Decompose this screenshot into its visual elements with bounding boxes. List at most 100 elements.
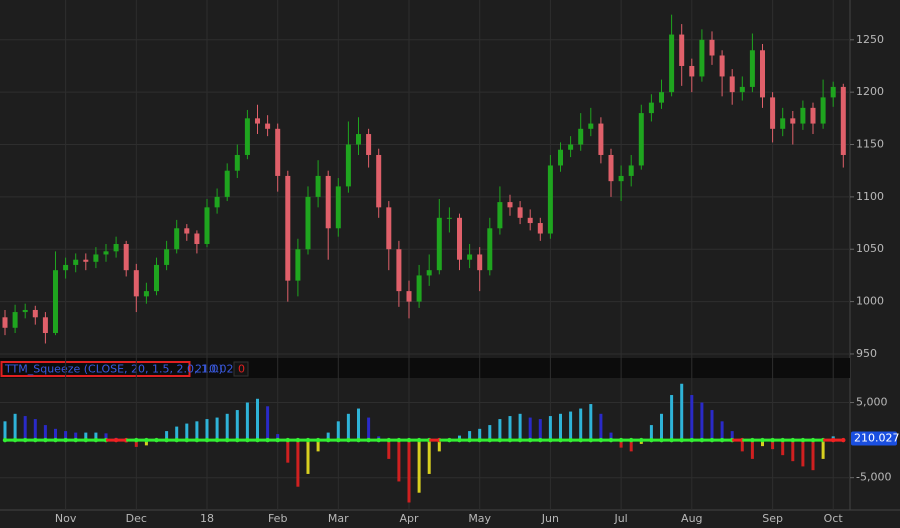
histogram-bar [468, 431, 472, 441]
histogram-bar [367, 417, 371, 441]
histogram-bar [94, 432, 98, 441]
study-header [0, 358, 850, 378]
candle-body [790, 118, 796, 124]
candle-body [588, 123, 594, 129]
x-tick-label: 18 [200, 512, 214, 525]
candle-body [133, 270, 139, 297]
histogram-bar [336, 421, 340, 441]
y-tick-label: 1150 [856, 138, 884, 151]
histogram-bar [690, 395, 694, 441]
candle-body [123, 243, 129, 271]
histogram-bar [43, 425, 47, 441]
candle-body [830, 86, 836, 98]
histogram-bar [458, 435, 461, 441]
histogram-bar [660, 413, 663, 441]
histogram-bar [144, 440, 148, 446]
candle-body [396, 249, 402, 292]
candle-body [780, 118, 786, 129]
squeeze-value: 0 [238, 363, 245, 376]
histogram-bar [528, 417, 532, 441]
histogram-bar [33, 419, 37, 441]
histogram-bar [599, 413, 603, 441]
histogram-bar [761, 440, 764, 447]
x-tick-label: Dec [126, 512, 147, 525]
x-tick-label: Apr [399, 512, 419, 525]
candle-body [457, 217, 462, 260]
histogram-bar [316, 440, 320, 452]
histogram-bar [498, 419, 502, 441]
candle-body [366, 134, 372, 155]
candle-body [810, 107, 816, 124]
candle-body [406, 291, 412, 302]
study-value: 210.027 [195, 363, 241, 376]
candle-body [73, 259, 79, 265]
x-tick-label: Aug [681, 512, 702, 525]
histogram-bar [811, 440, 815, 471]
histogram-bar [296, 440, 300, 487]
y-tick-label: 5,000 [856, 396, 888, 409]
candle-body [356, 134, 361, 145]
histogram-bar [165, 431, 169, 441]
x-tick-label: Mar [328, 512, 349, 525]
x-tick-label: May [468, 512, 491, 525]
x-tick-label: Jun [541, 512, 559, 525]
x-tick-label: Feb [268, 512, 287, 525]
x-tick-label: Sep [762, 512, 783, 525]
histogram-bar [74, 432, 78, 441]
histogram-bar [538, 419, 542, 441]
histogram-bar [720, 421, 724, 441]
candle-body [345, 144, 351, 187]
histogram-bar [791, 440, 795, 462]
histogram-bar [245, 402, 249, 441]
histogram-bar [3, 421, 7, 441]
histogram-bar [771, 440, 775, 450]
histogram-bar [680, 383, 684, 441]
candle-body [477, 254, 483, 271]
histogram-bar [700, 402, 704, 441]
candle-body [143, 291, 149, 297]
histogram-bar [357, 408, 360, 441]
candle-body [224, 170, 230, 197]
candle-body [547, 165, 553, 234]
candle-body [2, 317, 8, 328]
candle-body [507, 202, 513, 208]
histogram-bar [397, 440, 401, 482]
histogram-bar [195, 421, 199, 441]
histogram-bar [286, 440, 290, 463]
candle-body [244, 118, 250, 155]
candle-body [628, 165, 634, 176]
candle-body [376, 154, 382, 208]
histogram-bar [427, 440, 431, 474]
y-tick-label: 1250 [856, 33, 884, 46]
candle-body [487, 228, 493, 271]
candle-body [608, 154, 614, 182]
histogram-bar [750, 440, 754, 459]
candle-body [113, 243, 119, 252]
histogram-bar [134, 440, 138, 447]
histogram-bar [821, 440, 825, 459]
candle-body [719, 55, 725, 77]
candle-body [204, 207, 210, 244]
histogram-bar [23, 416, 27, 441]
histogram-bar [670, 395, 674, 441]
candle-body [537, 223, 543, 234]
x-tick-label: Oct [824, 512, 844, 525]
candle-body [689, 65, 695, 77]
candle-body [669, 34, 675, 93]
y-tick-label: 1200 [856, 85, 884, 98]
candle-body [63, 264, 69, 271]
y-tick-label: 950 [856, 347, 877, 360]
y-tick-label: 1000 [856, 295, 884, 308]
candle-body [436, 217, 442, 271]
histogram-bar [225, 413, 229, 441]
x-tick-label: Jul [613, 512, 627, 525]
candle-body [760, 50, 765, 98]
candle-body [598, 123, 604, 155]
candle-body [739, 86, 745, 93]
y-tick-label: 1100 [856, 190, 884, 203]
candle-body [154, 264, 159, 292]
highlight-box [0, 361, 191, 377]
histogram-bar [589, 404, 593, 441]
candle-body [416, 275, 422, 302]
histogram-bar [205, 419, 209, 441]
